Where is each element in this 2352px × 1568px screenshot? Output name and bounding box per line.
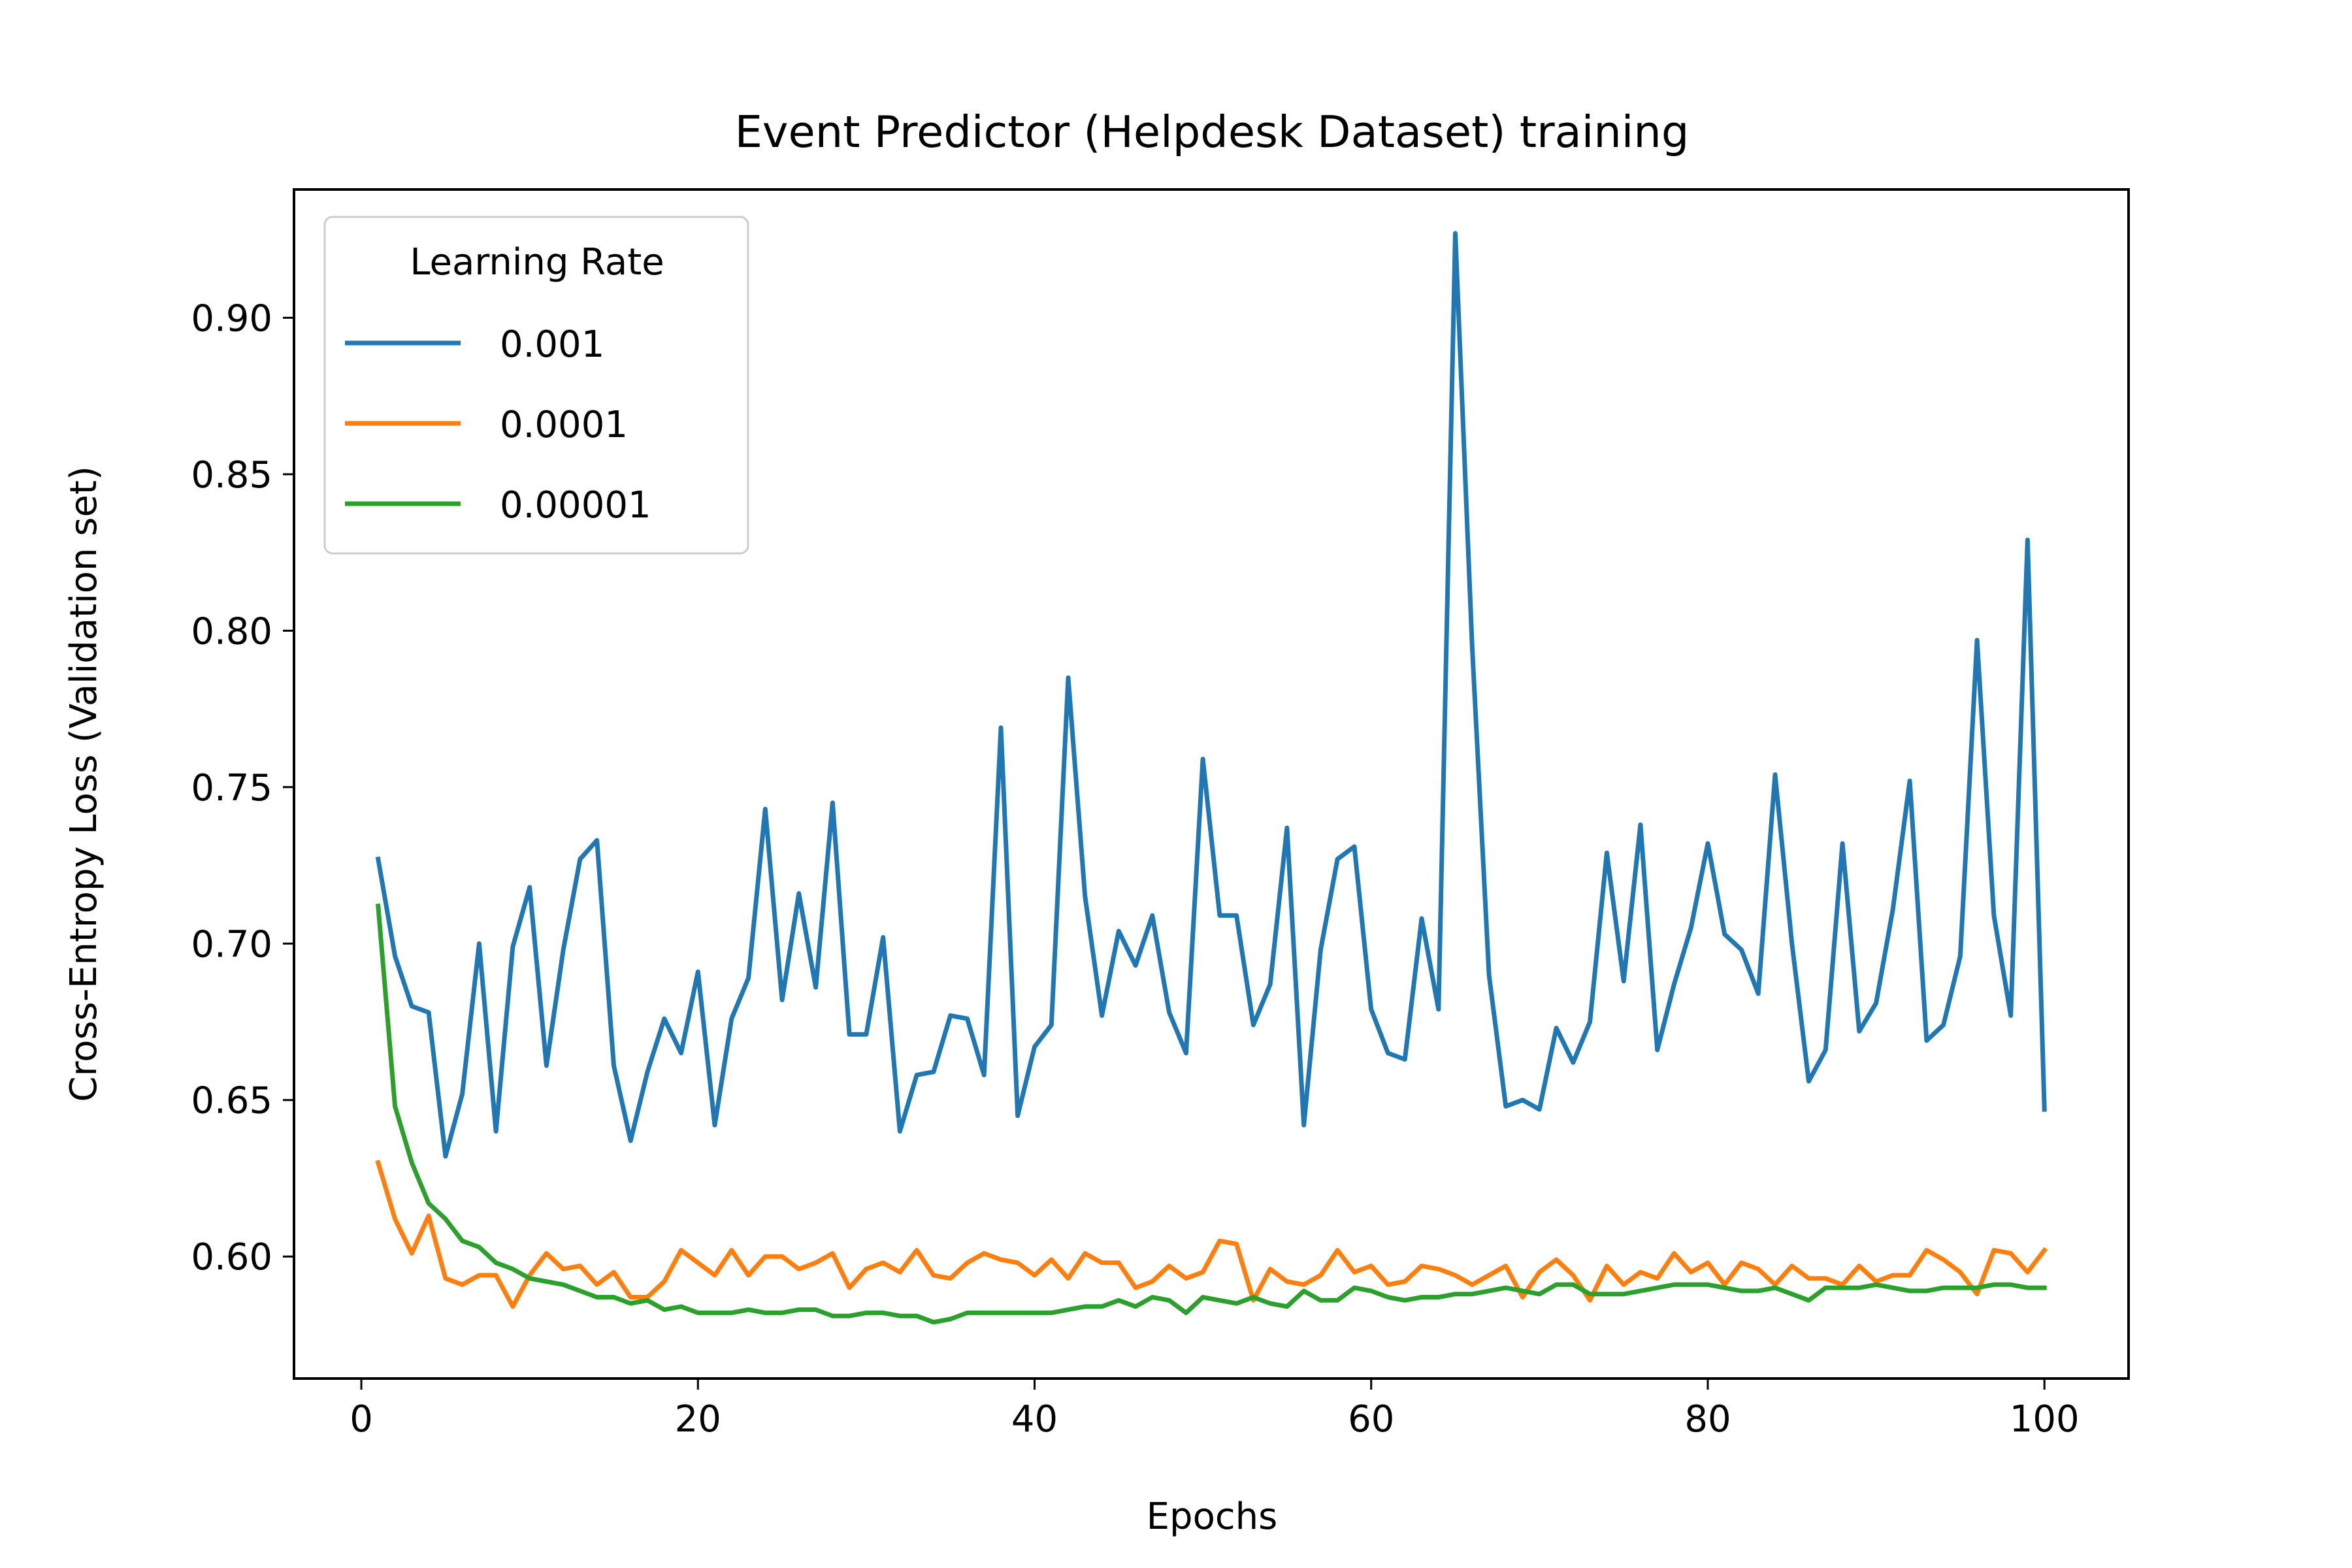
y-tick-label: 0.65 — [191, 1080, 272, 1122]
legend: Learning Rate 0.001 0.0001 0.00001 — [323, 216, 749, 555]
plot-frame — [293, 188, 2130, 1380]
x-tick-label: 60 — [1348, 1398, 1394, 1441]
legend-label-2: 0.0001 — [500, 404, 628, 446]
series-line-1 — [375, 231, 2047, 1159]
x-tick-label: 40 — [1011, 1398, 1058, 1441]
legend-box — [323, 216, 749, 555]
y-tick-label: 0.90 — [191, 297, 272, 340]
y-tick-label: 0.70 — [191, 923, 272, 966]
x-axis: 0 20 40 60 80 100 — [350, 1379, 2080, 1441]
legend-label-1: 0.001 — [500, 323, 604, 366]
plot-area — [375, 231, 2048, 1325]
x-axis-label: Epochs — [1147, 1495, 1278, 1538]
x-tick-label: 20 — [675, 1398, 721, 1441]
x-tick-label: 100 — [2010, 1398, 2080, 1441]
series-line-3 — [376, 904, 2047, 1325]
y-tick-label: 0.75 — [191, 767, 272, 809]
y-axis-label: Cross-Entropy Loss (Validation set) — [63, 466, 105, 1102]
x-tick-label: 0 — [350, 1398, 373, 1441]
series-line-2 — [375, 1160, 2048, 1309]
chart-title: Event Predictor (Helpdesk Dataset) train… — [735, 106, 1690, 157]
y-axis: 0.60 0.65 0.70 0.75 0.80 0.85 0.90 — [191, 297, 294, 1279]
x-tick-label: 80 — [1684, 1398, 1731, 1441]
legend-entries: 0.001 0.0001 0.00001 — [345, 323, 651, 527]
y-tick-label: 0.85 — [191, 454, 272, 497]
y-tick-label: 0.80 — [191, 610, 272, 653]
y-tick-label: 0.60 — [191, 1236, 272, 1279]
legend-title: Learning Rate — [410, 241, 664, 284]
legend-label-3: 0.00001 — [500, 484, 651, 527]
